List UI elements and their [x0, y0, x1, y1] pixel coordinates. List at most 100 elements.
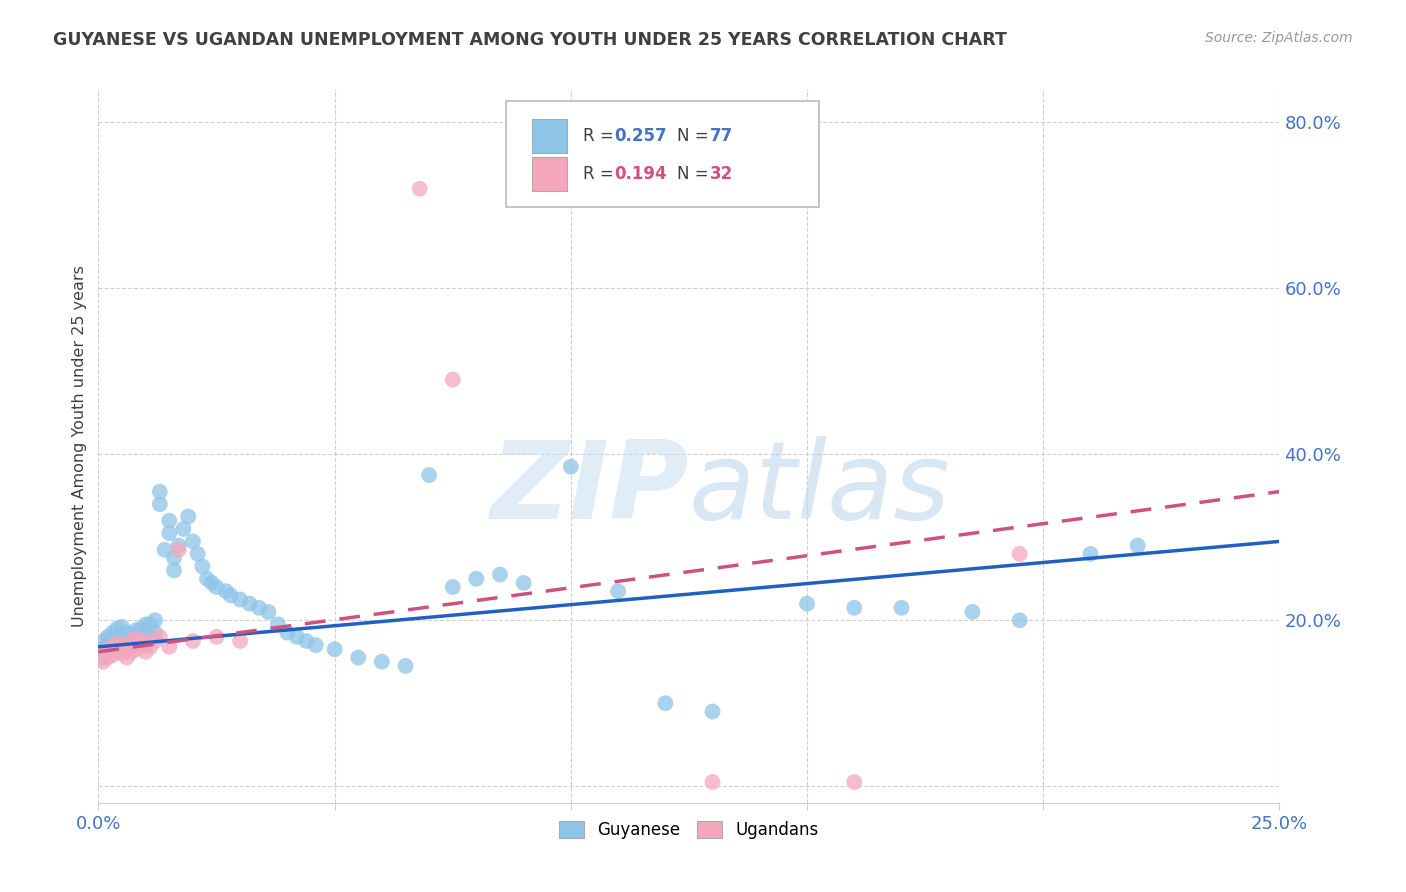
- Point: [143, 634, 166, 648]
- Point: [91, 647, 114, 661]
- Point: [121, 640, 143, 654]
- Point: [247, 600, 270, 615]
- Point: [101, 625, 124, 640]
- Point: [285, 630, 308, 644]
- Point: [111, 632, 134, 646]
- Point: [121, 634, 143, 648]
- Point: [135, 638, 157, 652]
- Point: [441, 373, 464, 387]
- Point: [702, 705, 724, 719]
- Point: [654, 696, 676, 710]
- Text: atlas: atlas: [689, 436, 950, 541]
- Point: [139, 630, 162, 644]
- Point: [560, 459, 582, 474]
- Point: [139, 640, 162, 654]
- Text: 0.257: 0.257: [614, 128, 668, 145]
- Point: [167, 539, 190, 553]
- Text: Source: ZipAtlas.com: Source: ZipAtlas.com: [1205, 31, 1353, 45]
- Point: [115, 650, 138, 665]
- Point: [1008, 547, 1031, 561]
- Point: [105, 634, 128, 648]
- Text: GUYANESE VS UGANDAN UNEMPLOYMENT AMONG YOUTH UNDER 25 YEARS CORRELATION CHART: GUYANESE VS UGANDAN UNEMPLOYMENT AMONG Y…: [53, 31, 1007, 49]
- Point: [125, 636, 148, 650]
- Point: [181, 634, 204, 648]
- Point: [167, 542, 190, 557]
- Y-axis label: Unemployment Among Youth under 25 years: Unemployment Among Youth under 25 years: [72, 265, 87, 627]
- Point: [267, 617, 290, 632]
- Point: [149, 484, 172, 499]
- Point: [115, 640, 138, 654]
- Point: [135, 617, 157, 632]
- Point: [215, 584, 238, 599]
- Point: [91, 655, 114, 669]
- Point: [111, 620, 134, 634]
- Point: [205, 580, 228, 594]
- Text: 77: 77: [710, 128, 734, 145]
- Point: [101, 648, 124, 662]
- Point: [135, 628, 157, 642]
- Point: [101, 642, 124, 657]
- Point: [97, 630, 120, 644]
- Point: [796, 597, 818, 611]
- Point: [191, 559, 214, 574]
- FancyBboxPatch shape: [506, 102, 818, 207]
- Point: [157, 640, 180, 654]
- Point: [181, 534, 204, 549]
- Point: [276, 625, 298, 640]
- Point: [187, 547, 209, 561]
- Point: [129, 622, 152, 636]
- Point: [1126, 539, 1149, 553]
- Point: [347, 650, 370, 665]
- Point: [205, 630, 228, 644]
- Point: [135, 645, 157, 659]
- Text: N =: N =: [678, 165, 714, 183]
- Point: [323, 642, 346, 657]
- Point: [890, 600, 912, 615]
- Point: [512, 575, 534, 590]
- Point: [229, 634, 252, 648]
- Point: [201, 575, 224, 590]
- Text: ZIP: ZIP: [491, 436, 689, 541]
- Point: [129, 636, 152, 650]
- Point: [97, 638, 120, 652]
- Point: [115, 625, 138, 640]
- Point: [111, 647, 134, 661]
- Text: N =: N =: [678, 128, 714, 145]
- Point: [408, 182, 430, 196]
- Point: [97, 650, 120, 665]
- Point: [163, 551, 186, 566]
- Point: [101, 640, 124, 654]
- Point: [129, 634, 152, 648]
- Point: [105, 622, 128, 636]
- Point: [91, 650, 114, 665]
- Point: [149, 630, 172, 644]
- Point: [125, 624, 148, 638]
- FancyBboxPatch shape: [531, 120, 567, 153]
- Point: [702, 775, 724, 789]
- Point: [115, 638, 138, 652]
- Point: [101, 634, 124, 648]
- Point: [121, 628, 143, 642]
- Point: [97, 647, 120, 661]
- Point: [418, 468, 440, 483]
- Point: [121, 645, 143, 659]
- Point: [844, 600, 866, 615]
- Point: [135, 634, 157, 648]
- Point: [219, 588, 242, 602]
- Point: [91, 642, 114, 657]
- Point: [105, 645, 128, 659]
- Text: R =: R =: [582, 165, 619, 183]
- Point: [143, 625, 166, 640]
- Point: [143, 613, 166, 627]
- Point: [489, 567, 512, 582]
- Legend: Guyanese, Ugandans: Guyanese, Ugandans: [553, 814, 825, 846]
- Point: [157, 514, 180, 528]
- Point: [1080, 547, 1102, 561]
- Point: [305, 638, 328, 652]
- Point: [105, 636, 128, 650]
- Point: [371, 655, 394, 669]
- Point: [153, 542, 176, 557]
- Point: [441, 580, 464, 594]
- Point: [394, 659, 416, 673]
- Point: [465, 572, 488, 586]
